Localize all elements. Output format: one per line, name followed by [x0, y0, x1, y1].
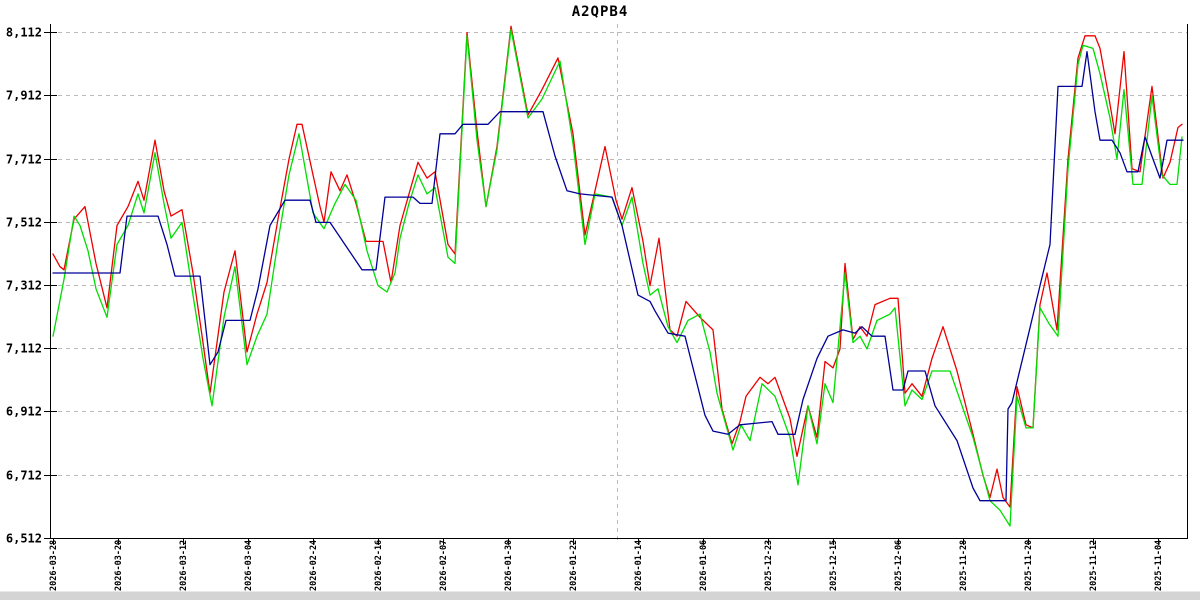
x-axis-label: 2026-02-16: [374, 540, 384, 591]
x-axis-label: 2026-03-12: [179, 540, 189, 591]
x-axis-label: 2025-12-23: [764, 540, 774, 591]
blue-line: [52, 50, 1184, 502]
x-axis-label: 2026-02-24: [309, 540, 319, 591]
x-axis-label: 2026-03-28: [49, 540, 59, 591]
footer-bar: [0, 591, 1200, 600]
y-axis-label: 7,712: [6, 153, 42, 167]
y-axis-label: 7,312: [6, 279, 42, 293]
x-axis-label: 2025-11-12: [1089, 540, 1099, 591]
x-axis-label: 2026-01-14: [634, 540, 644, 591]
y-grid-and-labels: 8,112 7,912 7,712 7,512 7,312 7,112 6,912 6,712…: [6, 26, 1187, 546]
y-axis-label: 7,112: [6, 342, 42, 356]
x-axis-label: 2026-01-06: [699, 540, 709, 591]
red-line: [52, 25, 1183, 508]
x-axis-label: 2025-11-04: [1154, 540, 1164, 591]
x-axis-label: 2025-11-20: [1024, 540, 1034, 591]
x-axis-label: 2026-01-30: [504, 540, 514, 591]
y-axis-label: 8,112: [6, 26, 42, 40]
y-axis-label: 6,712: [6, 469, 42, 483]
y-axis-label: 7,912: [6, 89, 42, 103]
chart-title: A2QPB4: [571, 4, 629, 20]
x-axis-label: 2026-02-07: [439, 540, 449, 591]
x-axis-label: 2025-12-15: [829, 540, 839, 591]
x-ticks-and-labels: 2026-03-28 2026-03-20 2026-03-12 2026-03-04…: [49, 538, 1164, 591]
plot-border: [50, 24, 1188, 539]
x-axis-label: 2026-03-20: [114, 540, 124, 591]
y-axis-label: 7,512: [6, 216, 42, 230]
x-axis-label: 2025-12-06: [894, 540, 904, 591]
x-axis-label: 2026-01-22: [569, 540, 579, 591]
green-line: [52, 28, 1183, 527]
y-axis-label: 6,912: [6, 405, 42, 419]
x-axis-label: 2025-11-28: [959, 540, 969, 591]
x-axis-label: 2026-03-04: [244, 540, 254, 591]
y-axis-label: 6,512: [6, 532, 42, 546]
